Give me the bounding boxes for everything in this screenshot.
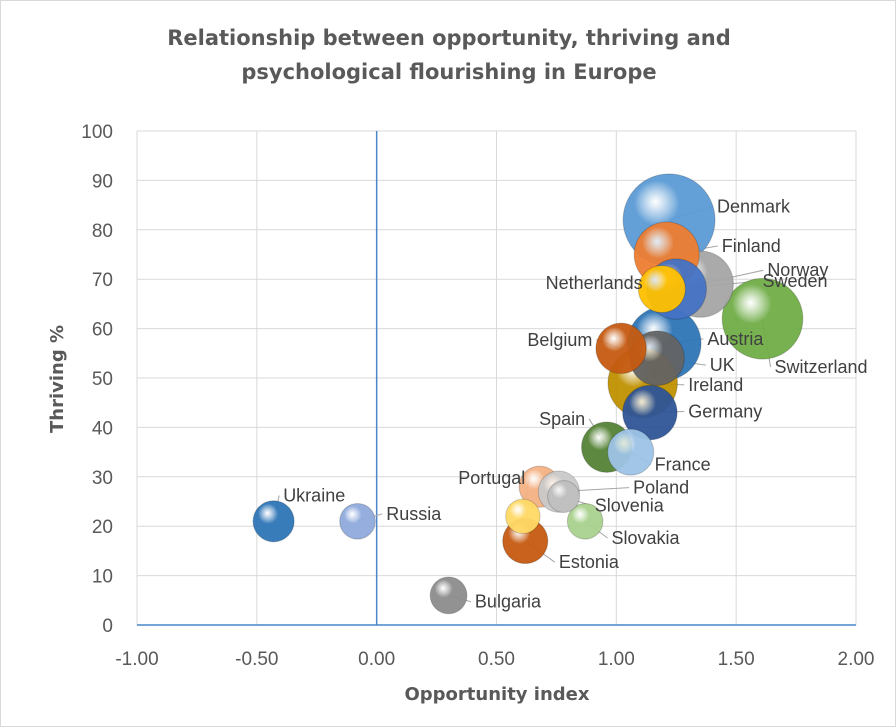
- axes: 0 10 20 30 40 50 60 70 80 90 100 -1.00 -0.50 0.00 0.50…: [81, 122, 874, 670]
- data-label-bulgaria: Bulgaria: [475, 592, 542, 612]
- bubble-outline: [547, 480, 581, 513]
- bubbles: [252, 173, 804, 615]
- data-label-france: France: [655, 454, 711, 474]
- data-label-netherlands: Netherlands: [546, 273, 643, 293]
- y-tick-label: 60: [92, 320, 113, 341]
- data-label-denmark: Denmark: [717, 197, 791, 217]
- x-tick-label: -0.50: [235, 649, 278, 670]
- x-axis-title: Opportunity index: [404, 684, 589, 705]
- data-label-slovakia: Slovakia: [612, 528, 681, 548]
- bubble-russia: [339, 503, 376, 540]
- bubble-france: [607, 429, 654, 476]
- x-tick-label: 1.50: [718, 649, 755, 670]
- bubble-outline: [429, 576, 468, 615]
- bubble-outline: [537, 470, 580, 513]
- bubble-outline: [721, 277, 804, 360]
- chart-title: Relationship between opportunity, thrivi…: [1, 21, 896, 89]
- x-tick-label: 1.00: [598, 649, 635, 670]
- data-label-ukraine: Ukraine: [283, 486, 345, 506]
- data-label-spain: Spain: [539, 409, 585, 429]
- data-label-portugal: Portugal: [458, 468, 525, 488]
- data-label-slovenia: Slovenia: [595, 495, 665, 515]
- data-label-ireland: Ireland: [688, 375, 743, 395]
- bubble-outline: [566, 502, 604, 540]
- data-label-uk: UK: [710, 355, 735, 375]
- bubble-outline: [637, 265, 686, 314]
- bubble-outline: [595, 322, 647, 375]
- y-tick-label: 10: [92, 567, 113, 588]
- bubble-switzerland: [722, 278, 803, 360]
- bubble-unlabeled: [505, 499, 541, 534]
- chart-title-line-1: Relationship between opportunity, thrivi…: [167, 26, 731, 50]
- bubble-outline: [607, 428, 655, 476]
- bubble-outline: [252, 500, 295, 543]
- chart-title-line-2: psychological flourishing in Europe: [241, 60, 657, 84]
- y-tick-label: 30: [92, 468, 113, 489]
- x-tick-label: 2.00: [838, 649, 875, 670]
- x-tick-label: -1.00: [115, 649, 158, 670]
- data-label-norway: Norway: [767, 260, 828, 280]
- data-label-belgium: Belgium: [527, 330, 592, 350]
- data-label-sweden: Sweden: [763, 271, 828, 291]
- bubble-germany: [622, 385, 678, 440]
- bubble-slovakia: [567, 503, 603, 540]
- data-label-austria: Austria: [707, 329, 764, 349]
- bubble-ukraine: [253, 500, 295, 542]
- y-tick-label: 40: [92, 418, 113, 439]
- bubble-netherlands: [638, 265, 686, 313]
- y-tick-label: 0: [102, 616, 113, 637]
- data-label-switzerland: Switzerland: [775, 357, 868, 377]
- y-tick-label: 20: [92, 517, 113, 538]
- data-label-germany: Germany: [688, 402, 762, 422]
- data-label-poland: Poland: [633, 478, 689, 498]
- bubble-bulgaria: [430, 576, 467, 614]
- x-tick-label: 0.00: [358, 649, 395, 670]
- gridlines: [136, 130, 857, 625]
- y-tick-label: 50: [92, 369, 113, 390]
- y-tick-label: 70: [92, 270, 113, 291]
- data-label-finland: Finland: [722, 236, 781, 256]
- y-tick-label: 100: [81, 122, 113, 143]
- y-tick-label: 90: [92, 171, 113, 192]
- bubble-outline: [505, 498, 541, 535]
- bubble-belgium: [595, 323, 647, 374]
- bubble-slovenia: [547, 480, 580, 513]
- y-tick-label: 80: [92, 221, 113, 242]
- y-axis-title: Thriving %: [47, 325, 68, 433]
- bubble-outline: [339, 502, 376, 540]
- data-label-estonia: Estonia: [559, 552, 620, 572]
- x-tick-label: 0.50: [478, 649, 515, 670]
- data-label-russia: Russia: [386, 504, 442, 524]
- data-labels: Denmark Finland Norway Netherlands Sweden Swi…: [283, 197, 867, 612]
